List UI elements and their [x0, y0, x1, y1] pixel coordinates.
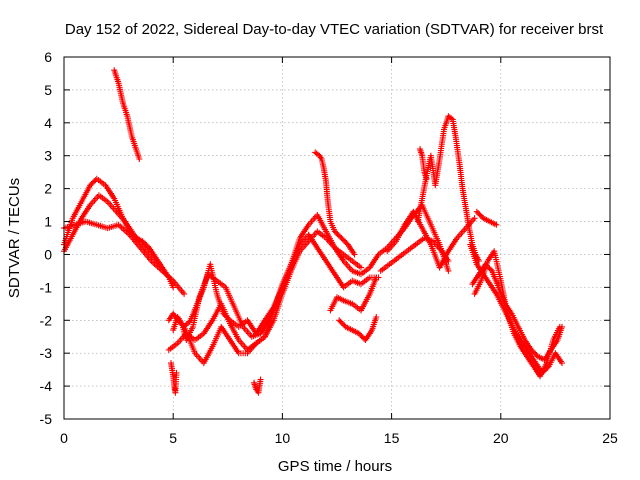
series-track-a: [61, 175, 177, 291]
plus-markers: [168, 360, 180, 396]
series-track-k: [312, 149, 358, 258]
y-tick-label: -2: [40, 312, 53, 328]
plus-markers: [336, 314, 380, 343]
series-track-d: [111, 67, 143, 162]
series-track-u: [473, 208, 500, 228]
plus-markers: [414, 113, 482, 264]
x-tick-label: 15: [384, 430, 400, 446]
series-track-i: [168, 360, 180, 396]
y-tick-label: -5: [40, 411, 53, 427]
y-tick-label: 3: [44, 148, 52, 164]
plus-markers: [473, 208, 500, 228]
x-tick-label: 20: [493, 430, 509, 446]
y-tick-label: 1: [44, 214, 52, 230]
y-tick-label: 0: [44, 246, 52, 262]
plus-markers: [467, 241, 565, 376]
y-tick-label: 2: [44, 181, 52, 197]
y-axis-label: SDTVAR / TECUs: [6, 178, 23, 298]
y-tick-label: -3: [40, 345, 53, 361]
y-tick-label: 6: [44, 49, 52, 65]
series-track-l: [327, 274, 380, 314]
grid-lines: [64, 57, 610, 419]
plot-frame: [63, 56, 611, 420]
plus-markers: [111, 67, 143, 162]
data-marks: [61, 67, 565, 396]
plus-markers: [251, 376, 264, 396]
y-tick-label: -4: [40, 378, 53, 394]
plus-markers: [61, 218, 188, 297]
series-track-o: [384, 208, 478, 271]
plus-markers: [327, 274, 380, 314]
x-tick-label: 5: [169, 430, 177, 446]
series-track-e: [165, 202, 452, 337]
x-tick-label: 25: [602, 430, 618, 446]
series-track-t: [471, 248, 563, 380]
plus-markers: [170, 271, 281, 343]
chart-title: Day 152 of 2022, Sidereal Day-to-day VTE…: [65, 21, 604, 38]
plus-markers: [417, 146, 430, 182]
y-tick-label: -1: [40, 279, 53, 295]
series-track-h: [170, 271, 281, 343]
plus-markers: [384, 208, 478, 271]
series-track-r: [467, 241, 565, 376]
x-tick-label: 10: [275, 430, 291, 446]
x-axis-label: GPS time / hours: [278, 458, 392, 475]
plus-markers: [471, 248, 563, 380]
axis-ticks: 0 5 10 15 20 25 -5 -4 -3 -2 -1 0 1 2 3 4 5 6: [40, 49, 618, 446]
y-tick-label: 5: [44, 82, 52, 98]
series-track-q: [417, 146, 430, 182]
x-tick-label: 0: [60, 430, 68, 446]
plus-markers: [312, 149, 358, 258]
y-tick-label: 4: [44, 115, 52, 131]
series-track-p: [414, 113, 482, 264]
series-track-m: [336, 314, 380, 343]
series-track-c: [61, 218, 188, 297]
plus-markers: [165, 202, 452, 337]
plus-markers: [61, 175, 177, 291]
series-track-j: [251, 376, 264, 396]
